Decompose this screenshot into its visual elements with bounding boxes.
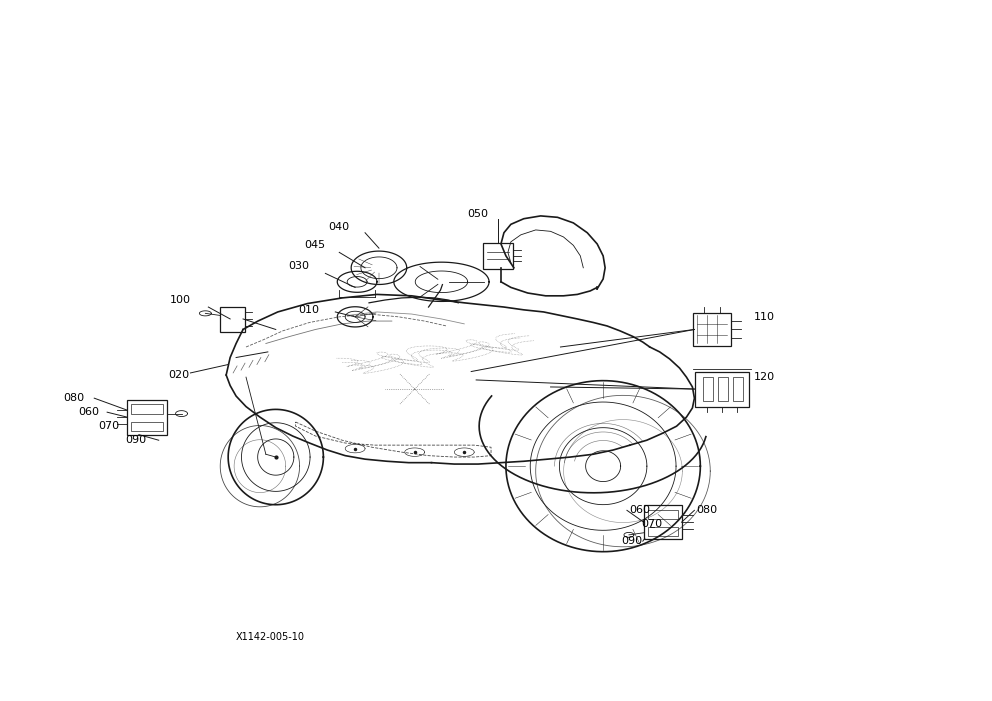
Text: 020: 020 <box>168 370 189 380</box>
Text: 030: 030 <box>289 261 310 271</box>
Text: 110: 110 <box>754 312 775 322</box>
Text: 045: 045 <box>305 240 325 250</box>
Text: 100: 100 <box>170 295 190 305</box>
Text: 070: 070 <box>98 421 119 431</box>
Text: 050: 050 <box>467 209 488 219</box>
Text: 070: 070 <box>642 519 663 529</box>
Text: 090: 090 <box>126 435 147 445</box>
Text: 010: 010 <box>299 305 319 315</box>
Text: 080: 080 <box>696 505 717 515</box>
Text: X1142-005-10: X1142-005-10 <box>235 632 305 641</box>
Text: 060: 060 <box>78 407 99 417</box>
Text: 060: 060 <box>629 505 650 515</box>
Text: 040: 040 <box>328 222 349 232</box>
Text: 120: 120 <box>754 372 775 382</box>
Text: 080: 080 <box>63 393 84 403</box>
Text: 090: 090 <box>622 536 643 546</box>
